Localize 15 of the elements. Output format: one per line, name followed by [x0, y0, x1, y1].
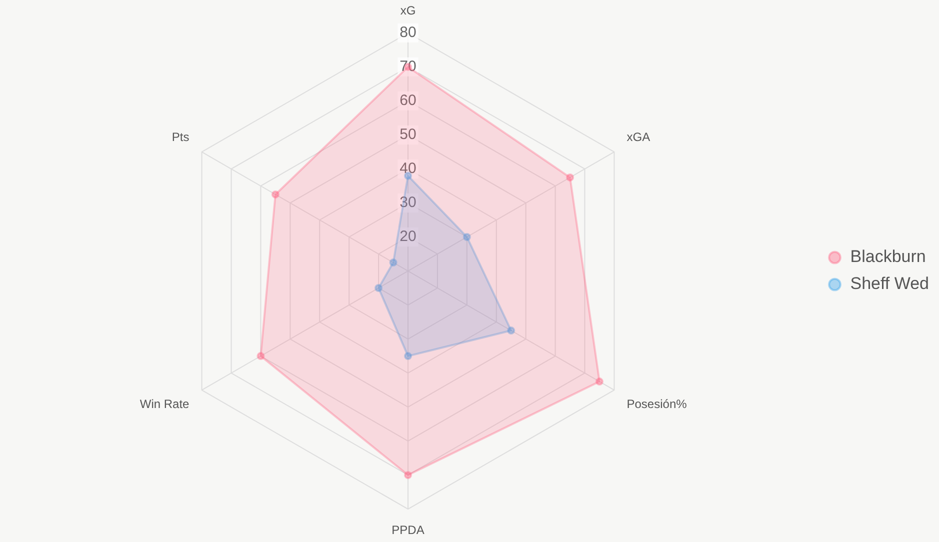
spoke-label: xG [400, 4, 416, 18]
legend-label: Sheff Wed [850, 274, 930, 294]
y-tick-label: 30 [400, 194, 416, 212]
spoke-label: PPDA [392, 523, 424, 538]
y-tick-label: 60 [400, 92, 416, 110]
y-tick-label: 80 [400, 24, 416, 42]
legend-label: Blackburn [850, 247, 926, 266]
y-tick-label: 70 [400, 58, 416, 76]
y-tick-label: 50 [400, 126, 416, 144]
spoke-label: Win Rate [140, 396, 190, 411]
y-tick-label: 40 [400, 160, 416, 178]
y-tick-label: 20 [400, 228, 416, 246]
spoke-label: Pts [172, 130, 190, 144]
spoke-label: Posesión% [626, 396, 688, 411]
spoke-label: xGA [626, 130, 650, 144]
